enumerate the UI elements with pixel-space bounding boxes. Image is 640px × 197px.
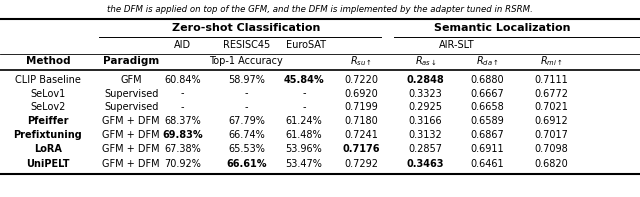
Text: 0.3166: 0.3166 <box>409 116 442 126</box>
Text: Pfeiffer: Pfeiffer <box>28 116 68 126</box>
Text: SeLov2: SeLov2 <box>30 102 66 112</box>
Text: GFM + DFM: GFM + DFM <box>102 130 160 140</box>
Text: 61.24%: 61.24% <box>285 116 323 126</box>
Text: 0.7098: 0.7098 <box>535 144 568 154</box>
Text: CLIP Baseline: CLIP Baseline <box>15 75 81 85</box>
Text: -: - <box>180 89 184 98</box>
Text: SeLov1: SeLov1 <box>30 89 66 98</box>
Text: Zero-shot Classification: Zero-shot Classification <box>172 23 321 33</box>
Text: -: - <box>302 102 306 112</box>
Text: 53.47%: 53.47% <box>285 159 323 168</box>
Text: 53.96%: 53.96% <box>285 144 323 154</box>
Text: 0.6589: 0.6589 <box>471 116 504 126</box>
Text: AIR-SLT: AIR-SLT <box>439 40 475 50</box>
Text: 0.7017: 0.7017 <box>535 130 568 140</box>
Text: 0.6880: 0.6880 <box>471 75 504 85</box>
Text: 45.84%: 45.84% <box>284 75 324 85</box>
Text: GFM: GFM <box>120 75 142 85</box>
Text: 70.92%: 70.92% <box>164 159 201 168</box>
Text: 0.2848: 0.2848 <box>407 75 444 85</box>
Text: 0.7111: 0.7111 <box>535 75 568 85</box>
Text: 0.2857: 0.2857 <box>408 144 443 154</box>
Text: 0.6820: 0.6820 <box>535 159 568 168</box>
Text: 0.7021: 0.7021 <box>535 102 568 112</box>
Text: GFM + DFM: GFM + DFM <box>102 116 160 126</box>
Text: EuroSAT: EuroSAT <box>286 40 326 50</box>
Text: 66.74%: 66.74% <box>228 130 265 140</box>
Text: GFM + DFM: GFM + DFM <box>102 144 160 154</box>
Text: RESISC45: RESISC45 <box>223 40 270 50</box>
Text: Paradigm: Paradigm <box>103 57 159 66</box>
Text: 0.3132: 0.3132 <box>409 130 442 140</box>
Text: 0.7176: 0.7176 <box>343 144 380 154</box>
Text: 0.3463: 0.3463 <box>407 159 444 168</box>
Text: 0.6658: 0.6658 <box>471 102 504 112</box>
Text: -: - <box>180 102 184 112</box>
Text: -: - <box>302 89 306 98</box>
Text: 0.7180: 0.7180 <box>345 116 378 126</box>
Text: 0.7241: 0.7241 <box>345 130 378 140</box>
Text: 0.6911: 0.6911 <box>471 144 504 154</box>
Text: $R_{mi\uparrow}$: $R_{mi\uparrow}$ <box>540 55 563 68</box>
Text: 69.83%: 69.83% <box>162 130 203 140</box>
Text: Semantic Localization: Semantic Localization <box>434 23 571 33</box>
Text: 0.7199: 0.7199 <box>345 102 378 112</box>
Text: 0.3323: 0.3323 <box>409 89 442 98</box>
Text: 0.6461: 0.6461 <box>471 159 504 168</box>
Text: -: - <box>244 102 248 112</box>
Text: 0.7220: 0.7220 <box>344 75 379 85</box>
Text: GFM + DFM: GFM + DFM <box>102 159 160 168</box>
Text: Top-1 Accuracy: Top-1 Accuracy <box>209 57 284 66</box>
Text: 0.6772: 0.6772 <box>534 89 569 98</box>
Text: Prefixtuning: Prefixtuning <box>13 130 83 140</box>
Text: AID: AID <box>174 40 191 50</box>
Text: LoRA: LoRA <box>34 144 62 154</box>
Text: Supervised: Supervised <box>104 89 158 98</box>
Text: Method: Method <box>26 57 70 66</box>
Text: Supervised: Supervised <box>104 102 158 112</box>
Text: 0.6920: 0.6920 <box>345 89 378 98</box>
Text: 67.79%: 67.79% <box>228 116 265 126</box>
Text: 0.7292: 0.7292 <box>344 159 379 168</box>
Text: 0.2925: 0.2925 <box>408 102 443 112</box>
Text: $R_{da\uparrow}$: $R_{da\uparrow}$ <box>476 55 499 68</box>
Text: 67.38%: 67.38% <box>164 144 201 154</box>
Text: 66.61%: 66.61% <box>226 159 267 168</box>
Text: 0.6867: 0.6867 <box>471 130 504 140</box>
Text: the DFM is applied on top of the GFM, and the DFM is implemented by the adapter : the DFM is applied on top of the GFM, an… <box>107 5 533 14</box>
Text: 65.53%: 65.53% <box>228 144 265 154</box>
Text: -: - <box>244 89 248 98</box>
Text: 0.6912: 0.6912 <box>535 116 568 126</box>
Text: 60.84%: 60.84% <box>164 75 201 85</box>
Text: 61.48%: 61.48% <box>285 130 323 140</box>
Text: 58.97%: 58.97% <box>228 75 265 85</box>
Text: UniPELT: UniPELT <box>26 159 70 168</box>
Text: 0.6667: 0.6667 <box>471 89 504 98</box>
Text: $R_{su\uparrow}$: $R_{su\uparrow}$ <box>351 55 372 68</box>
Text: 68.37%: 68.37% <box>164 116 201 126</box>
Text: $R_{as\downarrow}$: $R_{as\downarrow}$ <box>415 55 436 68</box>
